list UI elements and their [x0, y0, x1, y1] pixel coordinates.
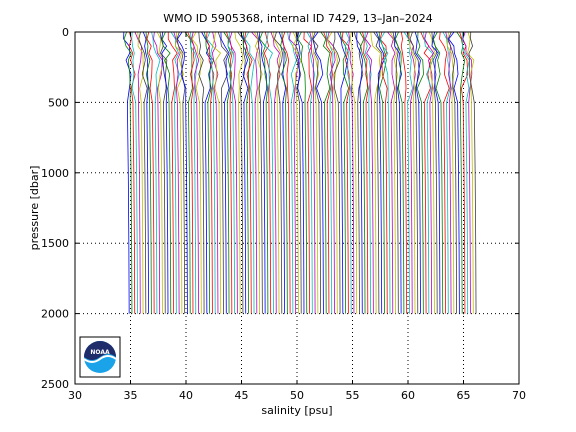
y-tick-label: 1500: [41, 237, 69, 250]
profile-line: [212, 31, 222, 314]
profile-line: [244, 31, 253, 314]
profile-line: [312, 31, 322, 314]
profile-line: [220, 31, 230, 314]
profile-line: [229, 31, 238, 314]
profile-line: [151, 31, 161, 314]
profile-line: [416, 31, 424, 314]
profile-line: [337, 31, 348, 314]
x-tick-label: 55: [346, 389, 360, 402]
profile-line: [297, 31, 308, 314]
profile-line: [433, 31, 444, 314]
profile-line: [447, 31, 458, 314]
x-tick-label: 40: [179, 389, 193, 402]
profile-line: [282, 31, 291, 314]
profile-line: [362, 31, 369, 314]
profile-line: [356, 31, 363, 314]
profile-line: [364, 31, 374, 314]
profile-line: [375, 31, 385, 314]
profile-line: [256, 31, 263, 314]
profile-line: [191, 31, 200, 314]
profile-line: [320, 31, 331, 314]
profile-line: [461, 31, 470, 314]
profile-line: [344, 31, 352, 314]
profile-line: [167, 31, 178, 314]
profile-line: [244, 31, 255, 314]
profile-line: [303, 31, 313, 314]
profile-line: [380, 31, 391, 314]
y-tick-label: 1000: [41, 167, 69, 180]
x-axis: 30 35 40 45 50 55 60 65 70: [68, 32, 526, 402]
profile-line: [296, 31, 305, 314]
x-tick-label: 30: [68, 389, 82, 402]
x-tick-label: 50: [290, 389, 304, 402]
profile-line: [332, 31, 341, 314]
profile-line: [394, 31, 405, 314]
profile-line: [259, 31, 269, 314]
profile-line: [280, 31, 288, 314]
profile-line: [379, 31, 388, 314]
profile-line: [431, 31, 441, 314]
y-tick-label: 0: [62, 26, 69, 39]
profile-line: [146, 31, 155, 314]
y-axis-label: pressure [dbar]: [28, 166, 41, 251]
profile-line: [137, 31, 144, 314]
profile-line: [174, 31, 184, 314]
x-tick-label: 45: [235, 389, 249, 402]
logo-wave: [83, 355, 117, 363]
plot-area: 30 35 40 45 50 55 60 65 70 0 500 1000 1500 2000 2500: [41, 26, 526, 402]
profile-line: [468, 31, 477, 314]
profile-line: [312, 31, 324, 314]
profile-line: [414, 31, 421, 314]
profiles: [123, 31, 477, 314]
y-tick-label: 2000: [41, 308, 69, 321]
profile-line: [138, 31, 148, 314]
x-tick-label: 70: [512, 389, 526, 402]
y-axis: 0 500 1000 1500 2000 2500: [41, 26, 519, 391]
profile-line: [448, 31, 460, 314]
profile-line: [292, 31, 302, 314]
profile-line: [227, 31, 236, 314]
logo-text: NOAA: [90, 349, 110, 356]
profile-line: [349, 31, 358, 314]
profile-line: [439, 31, 450, 314]
profile-line: [423, 31, 434, 314]
noaa-logo: NOAA: [79, 336, 121, 378]
profile-line: [206, 31, 216, 314]
profile-line: [234, 31, 244, 314]
profile-line: [161, 31, 172, 314]
x-tick-label: 35: [124, 389, 138, 402]
profile-line: [339, 31, 349, 314]
y-tick-label: 2500: [41, 378, 69, 391]
grid: [75, 32, 519, 384]
profile-line: [176, 31, 188, 314]
x-axis-label: salinity [psu]: [261, 404, 332, 417]
profile-line: [156, 31, 166, 314]
profile-line: [326, 31, 336, 314]
profile-line: [131, 31, 138, 314]
profile-line: [161, 31, 169, 314]
profile-line: [409, 31, 417, 314]
x-tick-label: 65: [457, 389, 471, 402]
profile-line: [387, 31, 396, 314]
profile-line: [400, 31, 408, 314]
profile-line: [198, 31, 205, 314]
profile-line: [145, 31, 152, 314]
y-tick-label: 500: [48, 96, 69, 109]
profile-line: [287, 31, 297, 314]
profile-line: [123, 31, 133, 314]
chart-title: WMO ID 5905368, internal ID 7429, 13–Jan…: [163, 12, 433, 25]
profile-line: [217, 31, 229, 314]
profile-line: [309, 31, 316, 314]
profile-line: [203, 31, 214, 314]
profile-line: [264, 31, 274, 314]
profile-line: [273, 31, 283, 314]
logo-top: [84, 341, 116, 360]
profile-line: [191, 31, 202, 314]
x-tick-label: 60: [401, 389, 415, 402]
